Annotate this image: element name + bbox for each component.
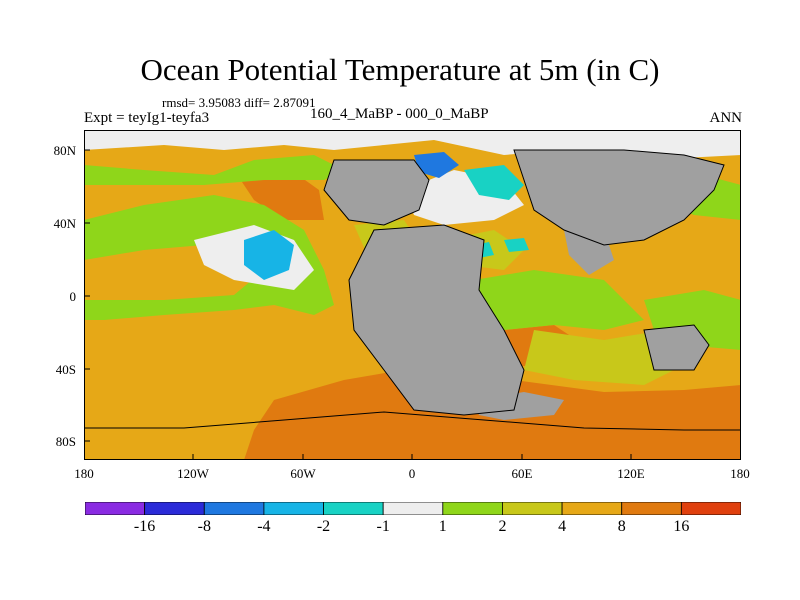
chart-title: Ocean Potential Temperature at 5m (in C): [140, 52, 660, 87]
lon-label-0: 0: [408, 466, 416, 481]
land-north-america: [324, 160, 429, 225]
colorbar-tick-label: 4: [558, 518, 567, 535]
colorbar-swatch: [680, 502, 741, 515]
colorbar-swatch: [144, 502, 205, 515]
lat-label-40n: 40N: [53, 216, 76, 231]
cyan-med-2: [504, 238, 529, 252]
lon-label-120w: 120W: [177, 466, 209, 481]
lon-label-60e: 60E: [511, 466, 533, 481]
lon-label-60w: 60W: [290, 466, 316, 481]
colorbar-tick-label: -2: [316, 518, 331, 535]
season-label: ANN: [709, 110, 743, 126]
coastlines: [84, 149, 741, 431]
colorbar-tick-label: 1: [438, 518, 447, 535]
colorbar-tick-label: -8: [197, 518, 211, 535]
ocean-temperature-map: [84, 130, 741, 460]
colorbar-swatch: [561, 502, 623, 515]
period-label: 160_4_MaBP - 000_0_MaBP: [310, 106, 489, 122]
cold-east-pacific: [244, 230, 294, 280]
colorbar-swatch: [85, 502, 146, 515]
land-eurasia: [514, 150, 724, 245]
colorbar-swatch: [502, 502, 563, 515]
colorbar-swatch: [382, 502, 444, 515]
lat-label-80n: 80N: [53, 143, 76, 158]
lat-label-80s: 80S: [55, 434, 76, 449]
cool-arctic-rim: [84, 155, 344, 185]
lat-label-0: 0: [69, 289, 77, 304]
land-india: [564, 230, 614, 275]
colorbar-swatch: [323, 502, 384, 515]
colorbar-tick-label: -4: [257, 518, 271, 535]
cyan-north-atlantic: [464, 165, 524, 200]
cold-arctic: [414, 152, 459, 178]
colorbar-tick-label: -1: [376, 518, 390, 535]
lon-label-120e: 120E: [617, 466, 645, 481]
lon-label-180e: 180: [730, 466, 750, 481]
colorbar-swatch: [263, 502, 324, 515]
colorbar-tick-label: 2: [498, 518, 507, 535]
land-antarctica-edge: [474, 392, 564, 420]
colorbar-swatch: [621, 502, 682, 515]
land-australia: [644, 325, 709, 370]
colorbar-swatch: [442, 502, 503, 515]
neutral-arctic: [84, 130, 741, 160]
experiment-label: Expt = teyIg1-teyfa3: [84, 110, 210, 126]
map-ticks: [84, 149, 632, 460]
lon-label-180w: 180: [74, 466, 94, 481]
colorbar: [85, 502, 741, 515]
cool-indian: [464, 270, 644, 330]
lat-label-40s: 40S: [55, 362, 76, 377]
colorbar-tick-label: 8: [617, 518, 626, 535]
stats-label: rmsd= 3.95083 diff= 2.87091: [162, 95, 316, 110]
colorbar-swatch: [203, 502, 265, 515]
colorbar-tick-label: 16: [673, 518, 690, 535]
colorbar-tick-label: -16: [133, 518, 156, 535]
